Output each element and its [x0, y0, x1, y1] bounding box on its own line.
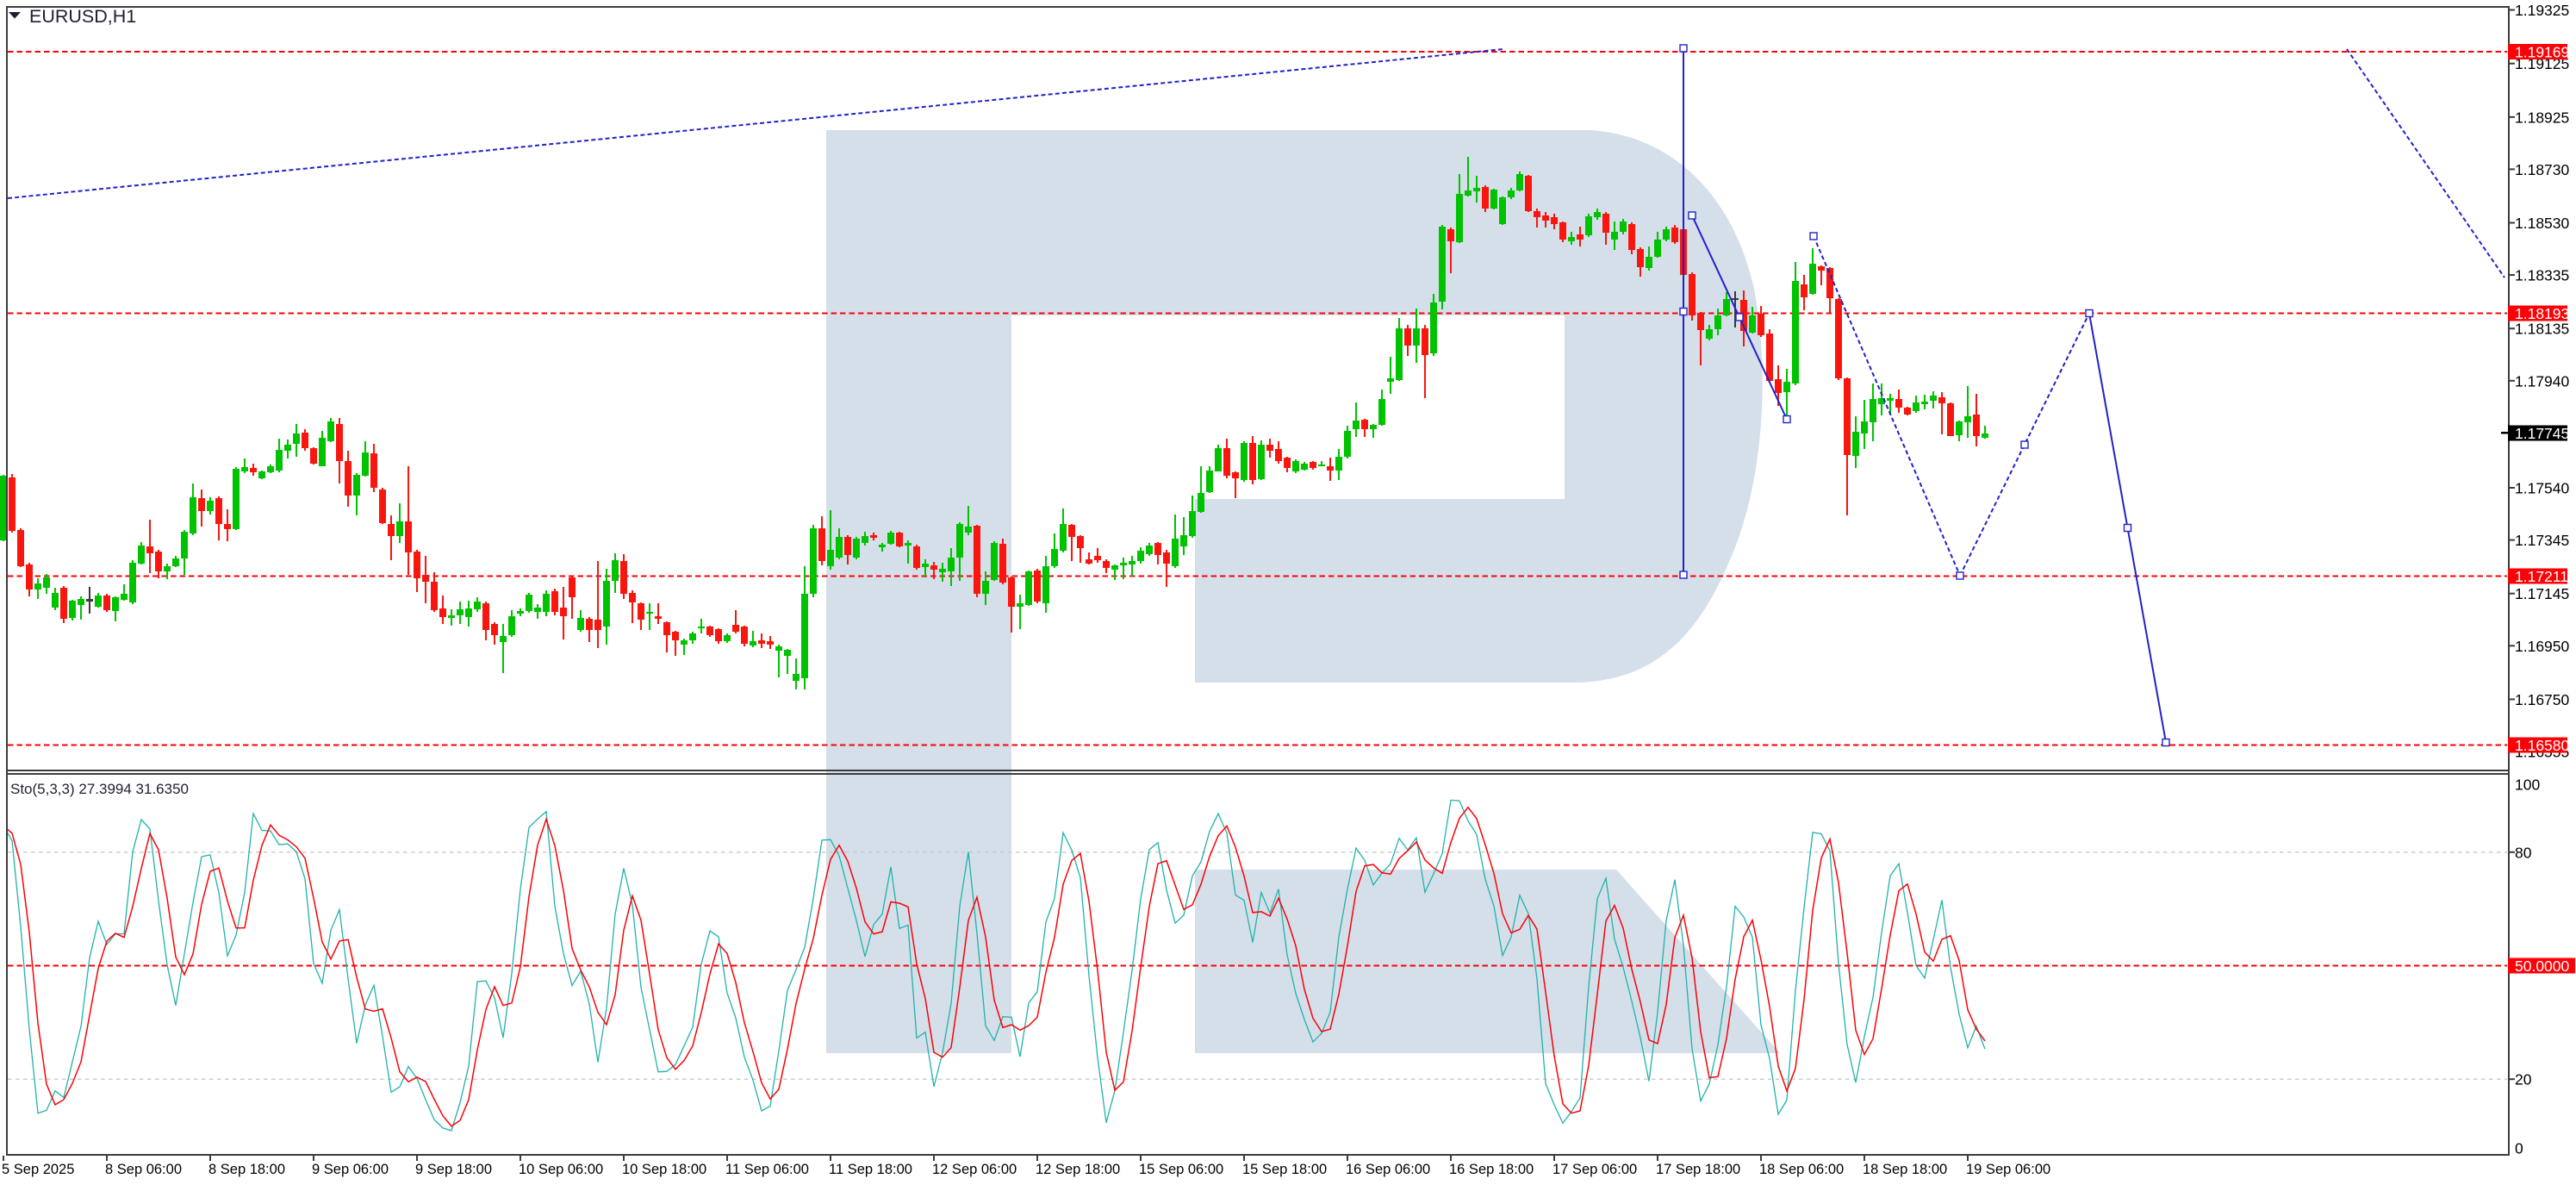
svg-text:1.19325: 1.19325: [2515, 2, 2569, 19]
svg-text:8 Sep 06:00: 8 Sep 06:00: [105, 1162, 182, 1177]
svg-text:1.17940: 1.17940: [2515, 372, 2570, 390]
svg-text:1.18530: 1.18530: [2515, 215, 2570, 232]
svg-text:0: 0: [2515, 1140, 2523, 1157]
svg-text:8 Sep 18:00: 8 Sep 18:00: [208, 1162, 285, 1177]
svg-text:1.16950: 1.16950: [2515, 638, 2570, 655]
svg-text:1.18193: 1.18193: [2515, 305, 2569, 322]
svg-text:9 Sep 18:00: 9 Sep 18:00: [415, 1162, 492, 1177]
svg-text:16 Sep 18:00: 16 Sep 18:00: [1449, 1162, 1534, 1177]
svg-text:15 Sep 18:00: 15 Sep 18:00: [1242, 1162, 1327, 1177]
svg-text:1.18925: 1.18925: [2515, 109, 2569, 126]
svg-text:Sto(5,3,3) 27.3994 31.6350: Sto(5,3,3) 27.3994 31.6350: [10, 781, 189, 797]
svg-text:1.17345: 1.17345: [2515, 532, 2569, 549]
svg-text:11 Sep 06:00: 11 Sep 06:00: [725, 1162, 809, 1177]
svg-text:100: 100: [2515, 776, 2540, 794]
svg-text:18 Sep 18:00: 18 Sep 18:00: [1863, 1162, 1947, 1177]
svg-text:20: 20: [2515, 1071, 2532, 1088]
svg-text:1.18730: 1.18730: [2515, 161, 2570, 178]
svg-text:EURUSD,H1: EURUSD,H1: [29, 6, 136, 27]
svg-text:12 Sep 06:00: 12 Sep 06:00: [932, 1162, 1017, 1177]
svg-text:10 Sep 18:00: 10 Sep 18:00: [622, 1162, 706, 1177]
svg-text:12 Sep 18:00: 12 Sep 18:00: [1036, 1162, 1120, 1177]
svg-text:18 Sep 06:00: 18 Sep 06:00: [1759, 1162, 1844, 1177]
svg-text:17 Sep 18:00: 17 Sep 18:00: [1656, 1162, 1740, 1177]
svg-text:1.18135: 1.18135: [2515, 321, 2569, 338]
svg-text:50.0000: 50.0000: [2515, 957, 2570, 975]
svg-text:5 Sep 2025: 5 Sep 2025: [2, 1162, 74, 1177]
svg-text:11 Sep 18:00: 11 Sep 18:00: [829, 1162, 912, 1177]
svg-text:1.19169: 1.19169: [2515, 44, 2569, 61]
svg-text:1.16750: 1.16750: [2515, 691, 2570, 708]
svg-text:19 Sep 06:00: 19 Sep 06:00: [1966, 1162, 2050, 1177]
svg-text:1.19125: 1.19125: [2515, 55, 2569, 72]
svg-text:16 Sep 06:00: 16 Sep 06:00: [1346, 1162, 1430, 1177]
svg-text:1.17540: 1.17540: [2515, 480, 2570, 497]
svg-text:15 Sep 06:00: 15 Sep 06:00: [1139, 1162, 1223, 1177]
svg-text:17 Sep 06:00: 17 Sep 06:00: [1552, 1162, 1637, 1177]
svg-text:1.18335: 1.18335: [2515, 267, 2569, 284]
svg-text:1.17745: 1.17745: [2515, 425, 2569, 442]
svg-text:10 Sep 06:00: 10 Sep 06:00: [519, 1162, 603, 1177]
svg-text:9 Sep 06:00: 9 Sep 06:00: [312, 1162, 389, 1177]
svg-text:1.17211: 1.17211: [2515, 568, 2568, 585]
svg-text:80: 80: [2515, 844, 2532, 861]
svg-text:1.17145: 1.17145: [2515, 585, 2569, 602]
svg-text:1.16580: 1.16580: [2515, 737, 2570, 754]
